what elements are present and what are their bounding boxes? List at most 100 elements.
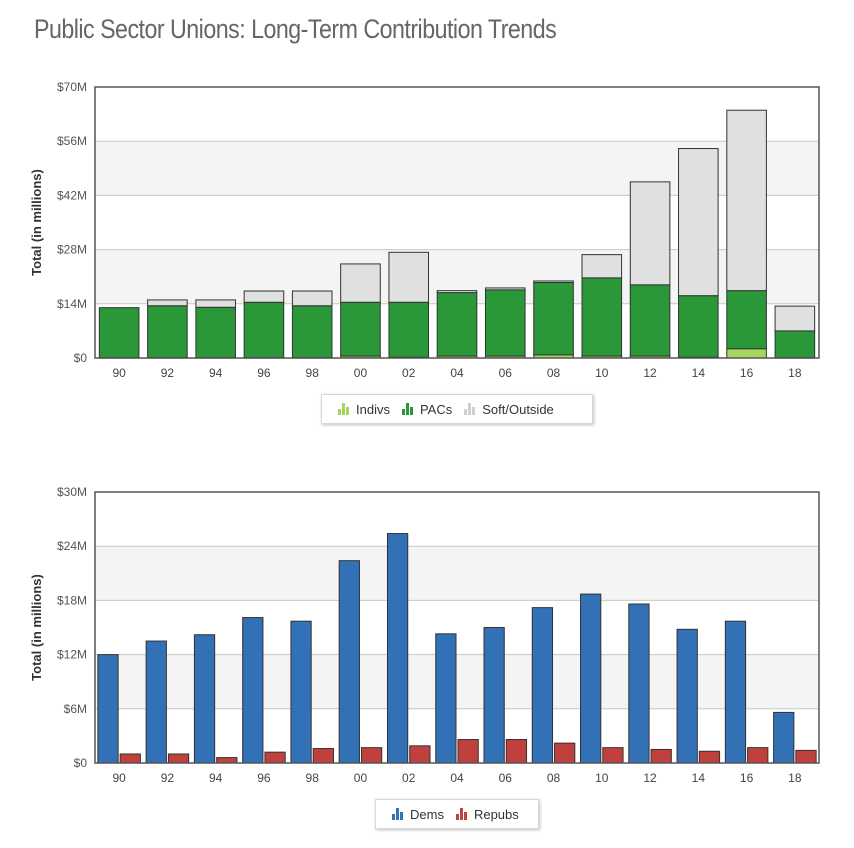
bar-dems-00 — [338, 560, 360, 764]
bar-repubs-10 — [602, 747, 624, 764]
bar-pacs-10 — [581, 277, 623, 357]
bar-pacs-96 — [243, 301, 285, 359]
y-tick-label: $42M — [57, 188, 87, 202]
grid-band — [95, 654, 819, 709]
x-tick-label: 92 — [161, 771, 175, 785]
y-tick-label: $0 — [74, 351, 88, 365]
y-axis-label: Total (in millions) — [29, 574, 44, 681]
bar-soft-outside-04 — [436, 290, 478, 294]
x-tick-label: 98 — [306, 771, 320, 785]
bar-chart-icon — [338, 403, 350, 415]
x-tick-label: 94 — [209, 366, 223, 380]
x-tick-label: 90 — [112, 771, 126, 785]
y-tick-label: $30M — [57, 485, 87, 499]
x-tick-label: 94 — [209, 771, 223, 785]
bar-dems-02 — [386, 533, 409, 764]
x-tick-label: 98 — [306, 366, 320, 380]
bar-chart-icon — [392, 808, 404, 820]
bar-repubs-16 — [747, 747, 769, 764]
legend-item-pacs[interactable]: PACs — [401, 402, 452, 417]
y-tick-label: $12M — [57, 648, 87, 662]
bar-pacs-00 — [340, 301, 381, 357]
y-tick-label: $28M — [57, 243, 87, 257]
bar-repubs-92 — [167, 753, 190, 764]
x-tick-label: 16 — [740, 771, 754, 785]
bar-repubs-06 — [505, 739, 528, 764]
bar-pacs-90 — [98, 307, 140, 359]
bar-soft-outside-98 — [291, 290, 333, 307]
bar-repubs-02 — [409, 745, 431, 764]
bar-repubs-14 — [698, 750, 721, 764]
bar-dems-96 — [242, 617, 264, 764]
bar-repubs-18 — [795, 749, 817, 764]
bar-repubs-12 — [650, 748, 672, 764]
bar-soft-outside-18 — [774, 305, 816, 332]
bar-repubs-90 — [119, 753, 141, 764]
bar-repubs-08 — [554, 742, 576, 764]
bar-repubs-98 — [312, 748, 334, 764]
bar-pacs-14 — [678, 295, 719, 358]
bar-soft-outside-96 — [243, 290, 285, 303]
y-axis-label: Total (in millions) — [29, 169, 44, 276]
bar-soft-outside-12 — [629, 181, 671, 286]
x-tick-label: 02 — [402, 366, 416, 380]
bar-dems-18 — [773, 711, 795, 764]
x-tick-label: 00 — [354, 366, 368, 380]
bar-dems-04 — [435, 633, 457, 764]
bar-repubs-00 — [360, 747, 383, 764]
bar-dems-12 — [628, 603, 650, 764]
y-tick-label: $18M — [57, 593, 87, 607]
bar-pacs-06 — [484, 289, 526, 357]
bar-dems-92 — [145, 640, 167, 764]
bar-chart-icon — [455, 808, 468, 820]
bar-repubs-96 — [264, 751, 286, 764]
bar-pacs-92 — [147, 305, 188, 359]
x-tick-label: 08 — [547, 771, 561, 785]
bar-dems-06 — [483, 627, 505, 764]
grid-band — [95, 546, 819, 601]
page-title: Public Sector Unions: Long-Term Contribu… — [34, 14, 557, 44]
legend-item-soft-outside[interactable]: Soft/Outside — [464, 402, 554, 417]
bar-soft-outside-08 — [533, 280, 574, 284]
x-tick-label: 90 — [112, 366, 126, 380]
bar-dems-98 — [290, 620, 312, 764]
bar-pacs-08 — [533, 282, 574, 356]
y-tick-label: $56M — [57, 134, 87, 148]
y-tick-label: $14M — [57, 297, 87, 311]
x-tick-label: 00 — [354, 771, 368, 785]
x-tick-label: 10 — [595, 366, 609, 380]
y-tick-label: $70M — [57, 80, 87, 94]
x-tick-label: 06 — [499, 366, 513, 380]
bar-chart-icon — [401, 403, 414, 415]
legend-item-dems[interactable]: Dems — [392, 807, 444, 822]
plot-frame — [94, 86, 820, 359]
x-tick-label: 92 — [161, 366, 175, 380]
legend-item-indivs[interactable]: Indivs — [338, 402, 390, 417]
bar-repubs-94 — [216, 757, 238, 764]
legend-item-repubs[interactable]: Repubs — [455, 807, 519, 822]
bar-pacs-02 — [388, 301, 430, 358]
bar-soft-outside-16 — [726, 109, 767, 292]
chart-legend-bottom: Dems Repubs — [375, 799, 539, 829]
bar-dems-14 — [676, 628, 698, 764]
x-tick-label: 14 — [692, 366, 706, 380]
bar-dems-90 — [97, 654, 119, 764]
x-tick-label: 14 — [692, 771, 706, 785]
y-tick-label: $0 — [74, 756, 88, 770]
bar-soft-outside-94 — [195, 299, 236, 308]
x-tick-label: 12 — [643, 366, 657, 380]
bar-dems-08 — [531, 607, 554, 764]
bar-soft-outside-02 — [388, 251, 430, 303]
contribution-trends-chart: $0 $14M $28M $42M $56M $70M Total (in millions… — [29, 80, 820, 380]
bar-pacs-94 — [195, 306, 236, 359]
chart-legend-top: Indivs PACs Soft/Outside — [321, 394, 593, 424]
x-tick-label: 12 — [643, 771, 657, 785]
legend-label: Dems — [410, 806, 444, 822]
x-tick-label: 96 — [257, 771, 271, 785]
x-tick-label: 04 — [450, 366, 464, 380]
bar-pacs-04 — [436, 292, 478, 357]
bar-soft-outside-14 — [678, 148, 719, 297]
bar-soft-outside-92 — [147, 299, 188, 307]
legend-label: Indivs — [356, 401, 390, 417]
bar-soft-outside-06 — [484, 287, 526, 291]
